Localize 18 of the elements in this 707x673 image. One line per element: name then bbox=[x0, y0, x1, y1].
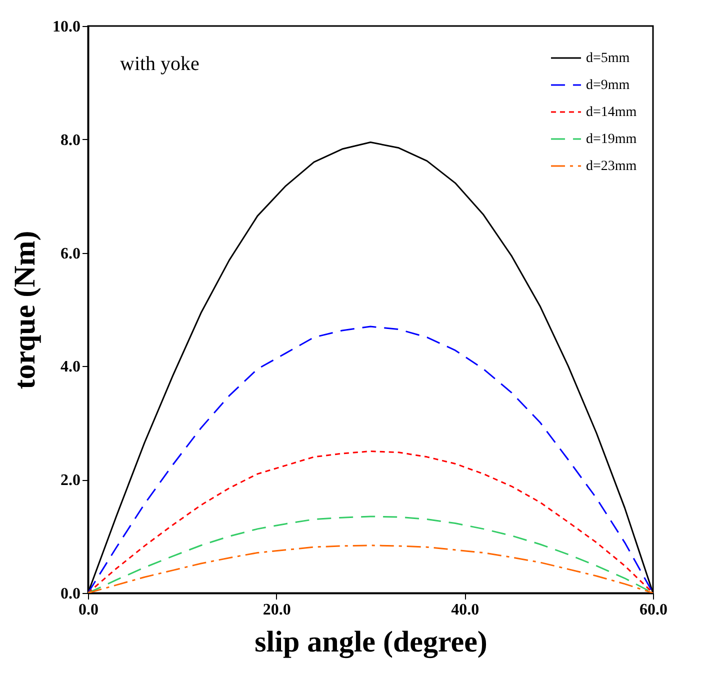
legend-label: d=14mm bbox=[586, 105, 637, 120]
x-tick-label: 40.0 bbox=[451, 602, 480, 618]
y-tick-label: 10.0 bbox=[52, 18, 80, 36]
y-tick-label: 8.0 bbox=[60, 132, 80, 149]
x-axis-title: slip angle (degree) bbox=[254, 626, 488, 658]
y-axis-title: torque (Nm) bbox=[8, 230, 42, 390]
legend-label: d=5mm bbox=[586, 51, 630, 66]
legend-label: d=9mm bbox=[586, 78, 630, 93]
x-tick-label: 20.0 bbox=[262, 602, 291, 618]
y-tick-label: 2.0 bbox=[60, 472, 80, 490]
x-tick-label: 0.0 bbox=[78, 602, 98, 618]
legend-label: d=19mm bbox=[586, 132, 637, 147]
y-tick-label: 0.0 bbox=[60, 586, 80, 602]
y-tick-label: 6.0 bbox=[60, 245, 80, 262]
x-tick-label: 60.0 bbox=[640, 602, 668, 618]
legend-label: d=23mm bbox=[586, 159, 637, 174]
y-tick-label: 4.0 bbox=[60, 358, 80, 376]
annotation: with yoke bbox=[120, 53, 200, 75]
